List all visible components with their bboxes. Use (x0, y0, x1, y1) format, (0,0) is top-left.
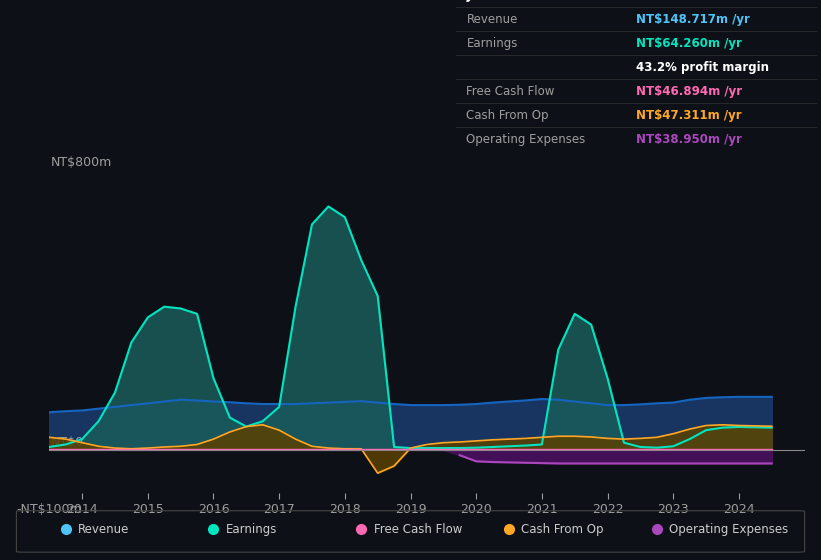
Text: NT$148.717m /yr: NT$148.717m /yr (636, 13, 750, 26)
Text: 43.2% profit margin: 43.2% profit margin (636, 60, 769, 74)
Text: Revenue: Revenue (78, 522, 130, 536)
Text: NT$47.311m /yr: NT$47.311m /yr (636, 109, 742, 122)
Text: Operating Expenses: Operating Expenses (466, 133, 585, 146)
Text: Operating Expenses: Operating Expenses (669, 522, 788, 536)
Text: Cash From Op: Cash From Op (466, 109, 549, 122)
Text: NT$64.260m /yr: NT$64.260m /yr (636, 37, 742, 50)
Text: NT$800m: NT$800m (51, 156, 112, 169)
Text: NT$0: NT$0 (51, 436, 84, 449)
Text: Earnings: Earnings (466, 37, 518, 50)
Text: Revenue: Revenue (466, 13, 518, 26)
Text: -NT$100m: -NT$100m (16, 503, 82, 516)
Text: NT$38.950m /yr: NT$38.950m /yr (636, 133, 742, 146)
Text: Free Cash Flow: Free Cash Flow (466, 85, 555, 97)
Text: Earnings: Earnings (226, 522, 277, 536)
Text: Cash From Op: Cash From Op (521, 522, 603, 536)
Text: Free Cash Flow: Free Cash Flow (374, 522, 462, 536)
Text: Jun 30 2024: Jun 30 2024 (466, 0, 550, 2)
Text: NT$46.894m /yr: NT$46.894m /yr (636, 85, 742, 97)
